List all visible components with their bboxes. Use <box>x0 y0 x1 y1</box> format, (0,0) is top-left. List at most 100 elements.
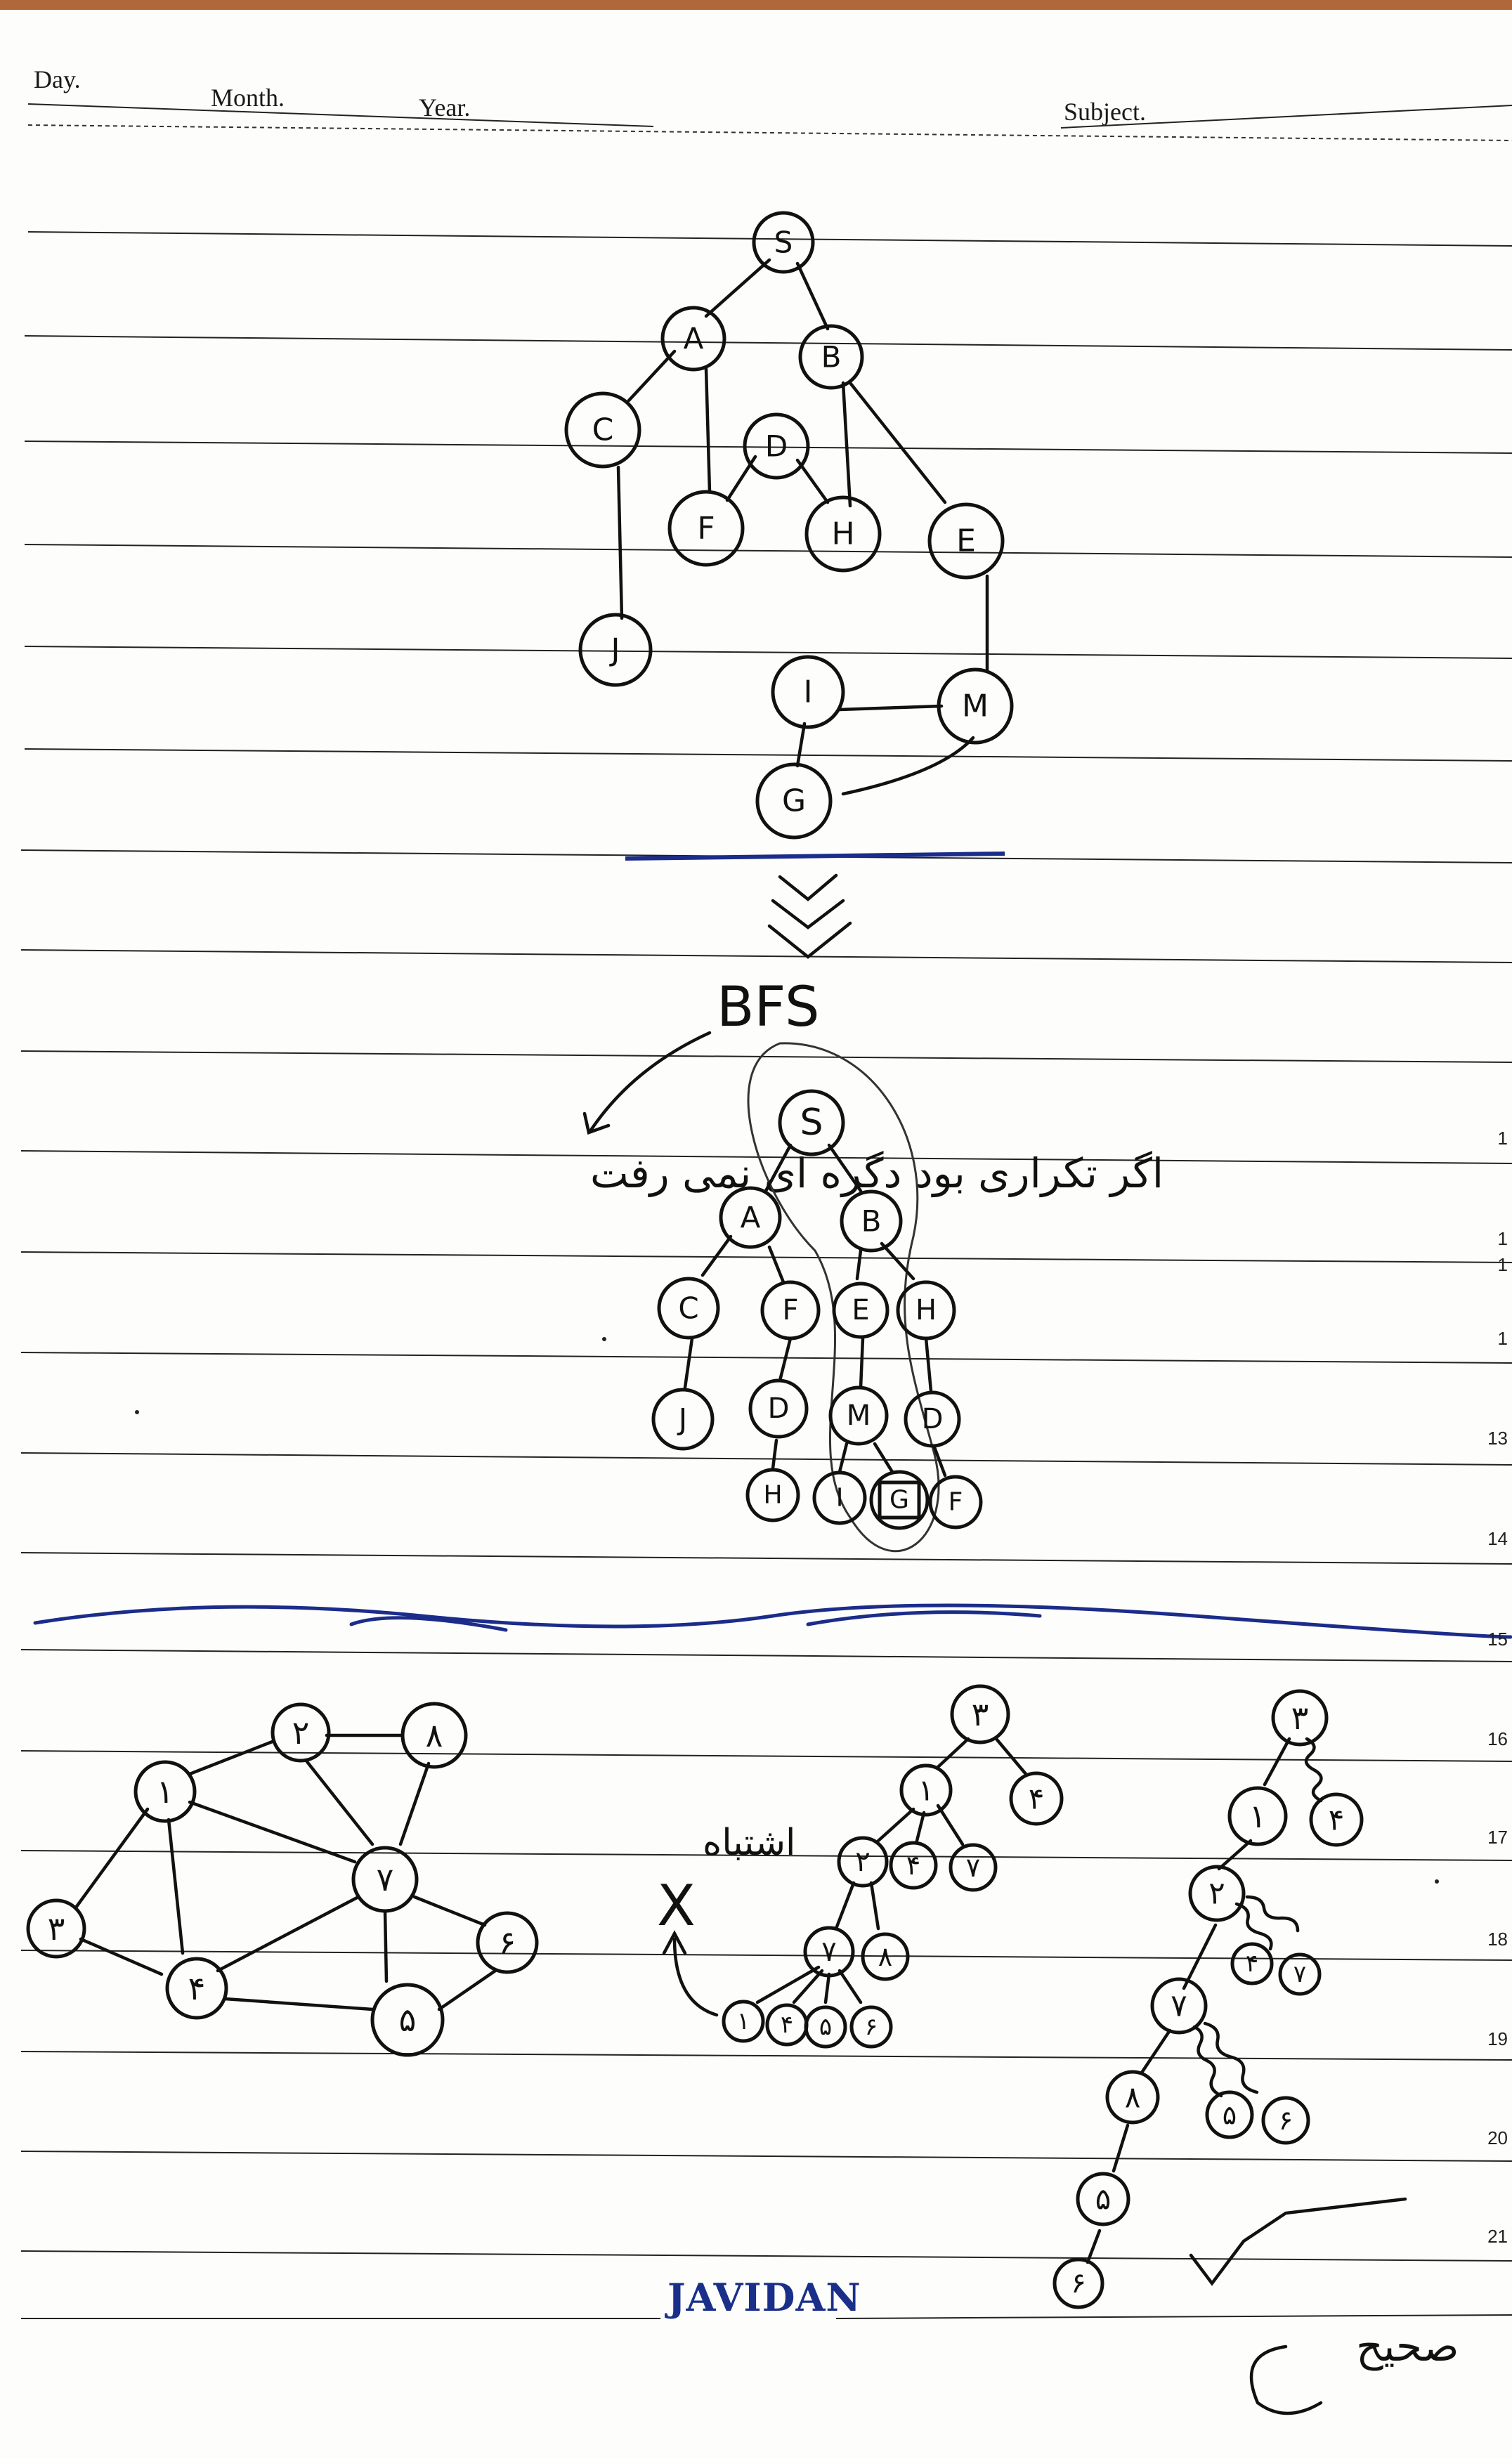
ruled-line <box>20 949 1512 963</box>
node-label: ۸ <box>878 1941 892 1972</box>
node-label: ۶ <box>1279 2105 1293 2136</box>
node-label: E <box>852 1294 869 1326</box>
tree-node: ۵ <box>804 2005 847 2049</box>
graph-node: ۶ <box>476 1911 539 1974</box>
section-underline <box>625 852 1005 861</box>
node-label: B <box>821 340 842 374</box>
edge-8-7 <box>398 1761 431 1846</box>
node-label: ۴ <box>1029 1782 1045 1816</box>
node-label: C <box>678 1291 698 1326</box>
node-label: A <box>741 1201 761 1235</box>
ruled-line <box>24 748 1512 762</box>
line-number: 14 <box>1487 1528 1508 1549</box>
tree-edge <box>778 1336 793 1383</box>
graph2: ۱ ۲ ۳ ۴ ۵ ۶ ۷ ۸ <box>26 1702 539 2057</box>
tree-node: A <box>719 1186 782 1249</box>
graph-node: ۲ <box>271 1702 331 1763</box>
right-tree: ۳ ۱ ۴ ۲ ۴ ۷ ۷ ۸ ۵ ۶ ۵ ۶ صحیح <box>1052 1689 1459 2415</box>
right-label: صحیح <box>1356 2322 1459 2371</box>
ruled-line <box>24 335 1512 351</box>
tree-node: F <box>760 1280 821 1341</box>
node-label: ۴ <box>906 1850 920 1881</box>
tree-node: ۵ <box>1205 2090 1254 2139</box>
node-label: ۱ <box>157 1773 174 1811</box>
tree-edge <box>859 1336 865 1390</box>
node-label: ۵ <box>1223 2099 1237 2130</box>
node-label: E <box>956 523 976 559</box>
node-label: H <box>915 1294 937 1326</box>
line-number: 1 <box>1497 1128 1508 1149</box>
graph-node: ۳ <box>26 1898 86 1959</box>
tree-edge <box>834 1881 856 1931</box>
arrow-head-icon <box>582 1111 611 1135</box>
tree-node: I <box>812 1470 867 1525</box>
tree-node: J <box>651 1388 715 1451</box>
graph-node: F <box>667 490 745 567</box>
tree-edge <box>915 1811 926 1843</box>
tree-edge <box>855 1248 863 1281</box>
graph-node: ۱ <box>133 1760 197 1823</box>
tree-node: ۳ <box>950 1684 1010 1744</box>
node-label: S <box>800 1102 823 1144</box>
footer-rule-right <box>835 2314 1512 2319</box>
edge-4-5 <box>223 1997 374 2011</box>
tree-edge <box>838 1969 863 2004</box>
edge-1-2 <box>188 1739 276 1776</box>
bfs-title: BFS <box>717 976 820 1039</box>
tree-node: E <box>832 1281 889 1339</box>
ruled-line <box>20 1452 1512 1466</box>
edge-B-E <box>848 381 947 504</box>
graph-node: H <box>804 495 882 573</box>
node-label: ۷ <box>1171 1988 1187 2024</box>
node-label: C <box>592 412 614 448</box>
bfs-section: BFS اگر تکراری بود دگره ای نمی رفت <box>582 976 1164 1553</box>
page-speck <box>135 1410 139 1414</box>
subject-label: Subject. <box>1064 98 1146 126</box>
ruled-line <box>20 1352 1512 1364</box>
tree-edge-wavy <box>1192 2025 1223 2098</box>
line-number: 1 <box>1497 1254 1508 1275</box>
boxed-node-label: G <box>889 1486 909 1515</box>
tree-edge <box>876 1807 915 1843</box>
graph-node: G <box>755 762 833 840</box>
node-label: A <box>684 322 704 356</box>
graph-node: J <box>578 613 653 687</box>
graph2-nodes: ۱ ۲ ۳ ۴ ۵ ۶ ۷ ۸ <box>26 1702 539 2057</box>
tree-node: ۴ <box>889 1841 938 1890</box>
ruled-line <box>20 2250 1512 2262</box>
tree-node: ۴ <box>765 2003 809 2047</box>
node-label: ۷ <box>821 1936 836 1968</box>
tree-edge <box>1112 2123 1130 2173</box>
node-label: ۴ <box>1329 1803 1345 1837</box>
edge-7-5 <box>383 1909 389 1983</box>
page-speck <box>602 1337 606 1341</box>
ruled-line <box>20 1251 1512 1263</box>
wrong-tree: اشتباه X ۳ ۱ ۴ ۲ ۴ <box>657 1684 1064 2049</box>
bfs-tree-edges <box>683 1143 947 1478</box>
tree-edge <box>1086 2229 1102 2264</box>
node-label: F <box>697 511 715 547</box>
tree-node: ۸ <box>1105 2070 1160 2125</box>
tree-node: ۱ <box>1227 1786 1288 1846</box>
month-label: Month. <box>211 84 285 112</box>
tree-node: ۴ <box>1230 1942 1274 1985</box>
edge-S-B <box>795 261 830 331</box>
tree-edge <box>764 1143 793 1193</box>
node-label: ۲ <box>855 1846 870 1878</box>
node-label: ۶ <box>865 2013 878 2041</box>
line-number: 1 <box>1497 1328 1508 1349</box>
line-number: 20 <box>1487 2127 1508 2148</box>
node-label: ۷ <box>966 1852 980 1883</box>
wrong-tree-edges <box>755 1737 1028 2004</box>
ruled-line <box>24 646 1512 659</box>
header-rule-subject <box>1060 105 1512 129</box>
edge-3-4 <box>79 1937 164 1976</box>
tree-edge-wavy <box>1203 2021 1259 2094</box>
tree-edge <box>827 1143 863 1193</box>
edge-B-H <box>841 381 852 508</box>
tree-node: C <box>657 1277 720 1340</box>
edge-I-G <box>795 722 807 768</box>
graph-node: D <box>743 412 810 480</box>
node-label: J <box>609 632 620 668</box>
tree-edge <box>873 1442 894 1474</box>
